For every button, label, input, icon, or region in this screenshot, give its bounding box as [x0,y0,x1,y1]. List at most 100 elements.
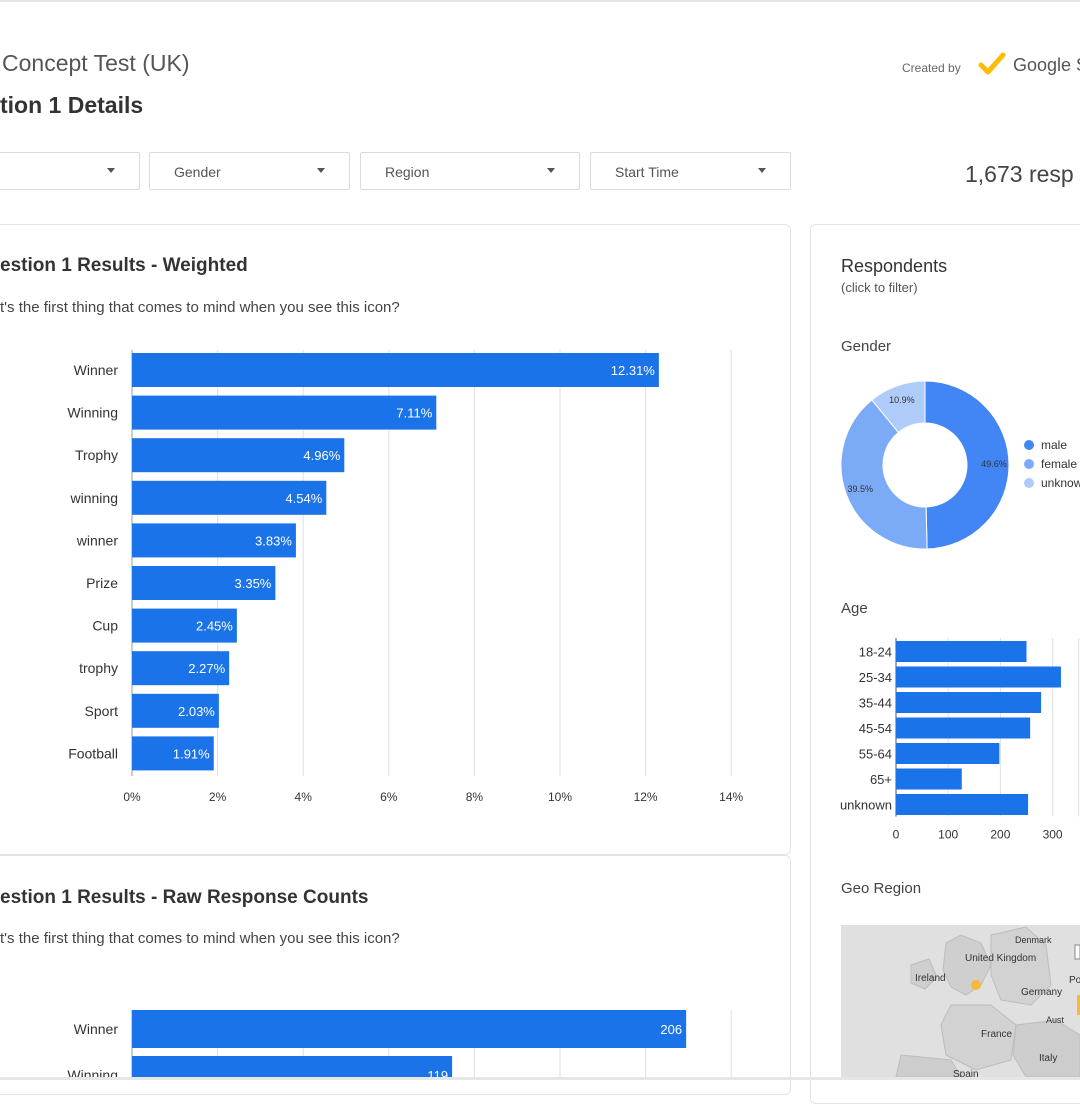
chevron-down-icon [758,168,766,173]
category-label: Football [68,745,118,761]
category-label: winning [70,490,118,506]
category-label: winner [76,532,119,548]
legend-label: female [1041,457,1077,471]
svg-text:Aust: Aust [1046,1015,1065,1025]
pie-slice-female [840,399,928,550]
bar [132,1010,687,1048]
data-label: 12.31% [611,363,656,378]
bar [132,438,345,473]
legend-swatch [1024,459,1034,469]
data-label: 206 [660,1022,682,1037]
response-count: 1,673 resp [965,161,1074,187]
created-by-label: Created by [902,61,961,75]
category-label: unknown [840,798,892,813]
svg-text:Spain: Spain [953,1069,979,1077]
legend-swatch [1024,478,1034,488]
svg-text:United Kingdom: United Kingdom [965,953,1036,964]
bar [896,692,1042,713]
data-label: 3.83% [255,533,292,548]
respondents-title: Respondents [841,256,948,276]
filter-label: Region [385,164,430,180]
map-marker-uk [971,980,981,990]
bar [132,566,276,600]
weighted-bar-chart: 0% 2% 4% 6% 8% 10% 12% 14% Winner 12.31% Winning 7.… [67,350,744,804]
bar [896,641,1027,662]
bar [132,736,214,771]
bar [132,608,237,643]
slice-label: 39.5% [848,484,874,494]
top-border [0,0,1080,2]
age-section-label: Age [841,600,868,617]
svg-text:France: France [981,1029,1013,1040]
geo-region-map[interactable]: United Kingdom Ireland Denmark Germany F… [841,925,1080,1077]
category-label: Winning [67,405,118,421]
x-tick-label: 2% [209,790,227,804]
bar [132,1056,453,1077]
brand-name: Google S [1013,55,1080,75]
category-label: Sport [85,703,119,719]
raw-bar-chart: Winner 206 Winning 119 [67,1010,732,1077]
slice-label: 49.6% [981,459,1007,469]
svg-text:Italy: Italy [1039,1053,1057,1064]
x-tick-label: 200 [990,828,1010,842]
category-label: 25-34 [859,670,892,685]
chevron-down-icon [107,168,115,173]
filter-dropdown-age[interactable] [0,152,140,190]
pie-slice-male [924,380,1010,550]
data-label: 7.11% [396,406,432,421]
x-tick-label: 300 [1043,828,1063,842]
svg-text:Ireland: Ireland [915,973,946,984]
category-label: 35-44 [859,696,892,711]
category-label: 18-24 [859,645,892,660]
respondents-hint: (click to filter) [841,280,918,295]
raw-results-title: estion 1 Results - Raw Response Counts [0,887,369,908]
data-label: 3.35% [235,576,272,591]
svg-text:Po: Po [1069,975,1080,986]
category-label: 65+ [870,772,892,787]
bar [132,523,296,558]
filter-label: Gender [174,164,221,180]
bar [132,353,659,387]
bar [896,743,1000,764]
gender-donut-chart[interactable]: 49.6% 39.5% 10.9% male female unknow [810,360,1080,570]
filter-dropdown-region[interactable]: Region [360,152,580,190]
page-title: tion 1 Details [0,92,144,118]
data-label: 1.91% [173,746,210,761]
category-label: trophy [79,660,118,676]
data-label: 4.54% [285,491,322,506]
filter-dropdown-gender[interactable]: Gender [149,152,350,190]
slice-label: 10.9% [889,395,915,405]
x-tick-label: 0 [893,828,900,842]
svg-text:Denmark: Denmark [1015,935,1052,945]
bar [132,480,327,515]
category-label: Trophy [75,447,118,463]
weighted-results-title: estion 1 Results - Weighted [0,255,248,276]
weighted-question-text: t's the first thing that comes to mind w… [0,299,400,316]
svg-text:Germany: Germany [1021,987,1062,998]
chevron-down-icon [547,168,555,173]
bar [896,717,1031,739]
bar [132,651,230,686]
bar [896,666,1061,688]
x-tick-label: 10% [548,790,572,804]
google-surveys-logo-icon [978,52,1006,75]
x-tick-label: 0% [123,790,141,804]
category-label: Cup [92,618,118,634]
category-label: 55-64 [859,747,892,762]
age-bar-chart[interactable]: 0 100 200 300 18-24 25-34 35-44 45-54 55-64 65+ un… [810,628,1080,853]
data-label: 2.45% [196,619,233,634]
x-tick-label: 100 [938,828,958,842]
filter-label: Start Time [615,164,679,180]
bar [132,395,437,430]
filter-dropdown-start-time[interactable]: Start Time [590,152,791,190]
legend-swatch [1024,440,1034,450]
report-title: Concept Test (UK) [2,50,190,76]
legend-label: male [1041,438,1067,452]
data-label: 2.03% [178,704,215,719]
category-label: Winner [74,1021,119,1037]
category-label: Winner [74,362,119,378]
data-label: 4.96% [303,448,340,463]
x-tick-label: 4% [295,790,313,804]
pie-slice-unknown [871,380,926,434]
chevron-down-icon [317,168,325,173]
